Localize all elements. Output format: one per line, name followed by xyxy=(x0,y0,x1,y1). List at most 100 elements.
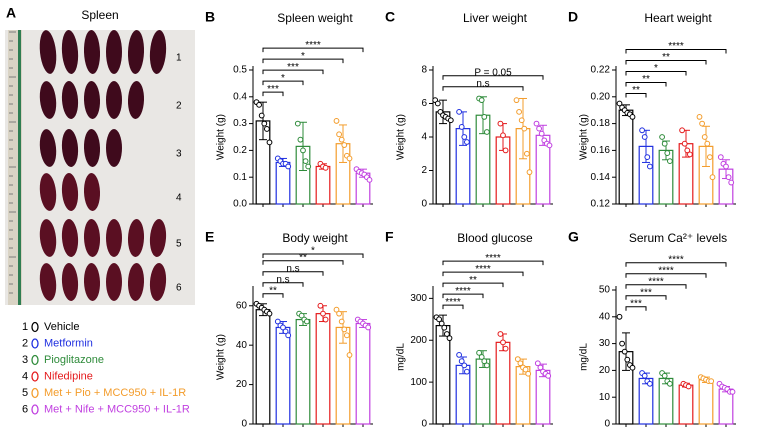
panel-title: Spleen xyxy=(81,8,118,22)
data-point xyxy=(667,380,673,387)
data-point xyxy=(282,328,289,335)
legend-number: 6 xyxy=(22,403,28,415)
bar xyxy=(275,326,291,425)
significance-bracket xyxy=(262,47,364,53)
data-point xyxy=(464,368,470,375)
bar xyxy=(315,313,331,425)
spleen xyxy=(61,219,79,257)
data-point xyxy=(728,179,735,186)
spleen xyxy=(106,263,122,301)
significance-bracket xyxy=(625,49,727,54)
legend-number: 2 xyxy=(22,337,28,349)
bar xyxy=(315,165,331,205)
data-point xyxy=(619,340,625,347)
data-point xyxy=(344,332,350,339)
panel-letter: F xyxy=(385,229,394,245)
spleen xyxy=(39,30,57,74)
significance-bracket xyxy=(442,293,484,299)
bar xyxy=(255,309,271,425)
y-tick-label: 0.12 xyxy=(591,199,611,210)
y-tick-label: 0.2 xyxy=(233,145,247,156)
legend-name: Vehicle xyxy=(44,321,79,333)
row-label: 4 xyxy=(176,193,182,204)
y-tick-label: 0 xyxy=(604,419,610,430)
data-point xyxy=(280,324,286,331)
y-tick-label: 8 xyxy=(421,65,427,76)
data-point xyxy=(524,150,530,157)
data-point xyxy=(502,147,509,154)
data-point xyxy=(679,127,685,134)
data-point xyxy=(285,332,292,339)
significance-label: ** xyxy=(642,74,650,85)
error-bar xyxy=(259,101,267,141)
legend-marker xyxy=(31,371,39,382)
data-point xyxy=(723,163,729,170)
data-point xyxy=(516,108,522,115)
y-tick-label: 0.0 xyxy=(233,199,247,210)
data-point xyxy=(521,125,528,132)
data-point xyxy=(300,147,306,154)
y-tick-label: 0.18 xyxy=(591,118,611,129)
bar xyxy=(295,318,311,425)
significance-label: **** xyxy=(485,253,501,264)
data-point xyxy=(298,312,305,319)
significance-bracket xyxy=(442,271,524,277)
y-tick-label: 10 xyxy=(599,392,611,403)
legend-marker xyxy=(31,321,39,333)
significance-bracket xyxy=(625,93,647,98)
significance-label: * xyxy=(301,51,305,62)
y-tick-label: 0.16 xyxy=(591,145,611,156)
data-point xyxy=(497,120,504,127)
data-point xyxy=(346,352,353,358)
data-point xyxy=(546,142,553,149)
data-point xyxy=(717,154,724,161)
chart-title: Body weight xyxy=(282,231,348,245)
significance-bracket xyxy=(625,273,707,278)
legend-name: Nifedipine xyxy=(44,370,93,382)
significance-label: * xyxy=(281,73,285,84)
bar xyxy=(435,111,451,205)
y-tick-label: 2 xyxy=(421,165,427,176)
data-point xyxy=(709,174,716,181)
y-tick-label: 60 xyxy=(236,300,248,311)
significance-bracket xyxy=(625,306,647,311)
y-tick-label: 20 xyxy=(236,379,248,390)
data-point xyxy=(456,352,463,358)
data-point xyxy=(522,366,529,373)
spleen xyxy=(83,219,101,257)
panel-letter: C xyxy=(385,9,395,25)
bar xyxy=(495,341,511,425)
bar xyxy=(475,358,491,425)
data-point xyxy=(447,117,454,124)
data-point xyxy=(621,348,628,355)
y-axis-label: Weight (g) xyxy=(216,334,227,380)
data-point xyxy=(317,302,324,309)
data-point xyxy=(500,339,506,346)
y-tick-label: 0.1 xyxy=(233,172,247,183)
data-point xyxy=(478,354,485,360)
data-point xyxy=(639,127,645,134)
data-point xyxy=(701,134,708,140)
spleen xyxy=(61,263,79,301)
y-axis-label: Weight (g) xyxy=(216,114,227,160)
y-tick-label: 4 xyxy=(421,132,427,143)
data-point xyxy=(534,360,541,367)
significance-bracket xyxy=(442,86,524,91)
significance-label: **** xyxy=(658,265,674,276)
row-label: 6 xyxy=(176,283,182,294)
row-label: 3 xyxy=(176,149,182,160)
data-point xyxy=(518,117,525,124)
significance-label: **** xyxy=(668,41,684,52)
error-bar xyxy=(702,125,710,167)
significance-label: ** xyxy=(662,52,670,63)
row-label: 5 xyxy=(176,239,182,250)
data-point xyxy=(338,136,345,143)
data-point xyxy=(456,108,463,115)
chart-title: Heart weight xyxy=(644,11,712,25)
legend-name: Metformin xyxy=(44,337,93,349)
data-point xyxy=(458,124,465,130)
panel-letter: B xyxy=(205,9,215,25)
y-axis-label: mg/dL xyxy=(396,343,407,371)
spleen xyxy=(61,81,79,119)
data-point xyxy=(484,129,490,135)
